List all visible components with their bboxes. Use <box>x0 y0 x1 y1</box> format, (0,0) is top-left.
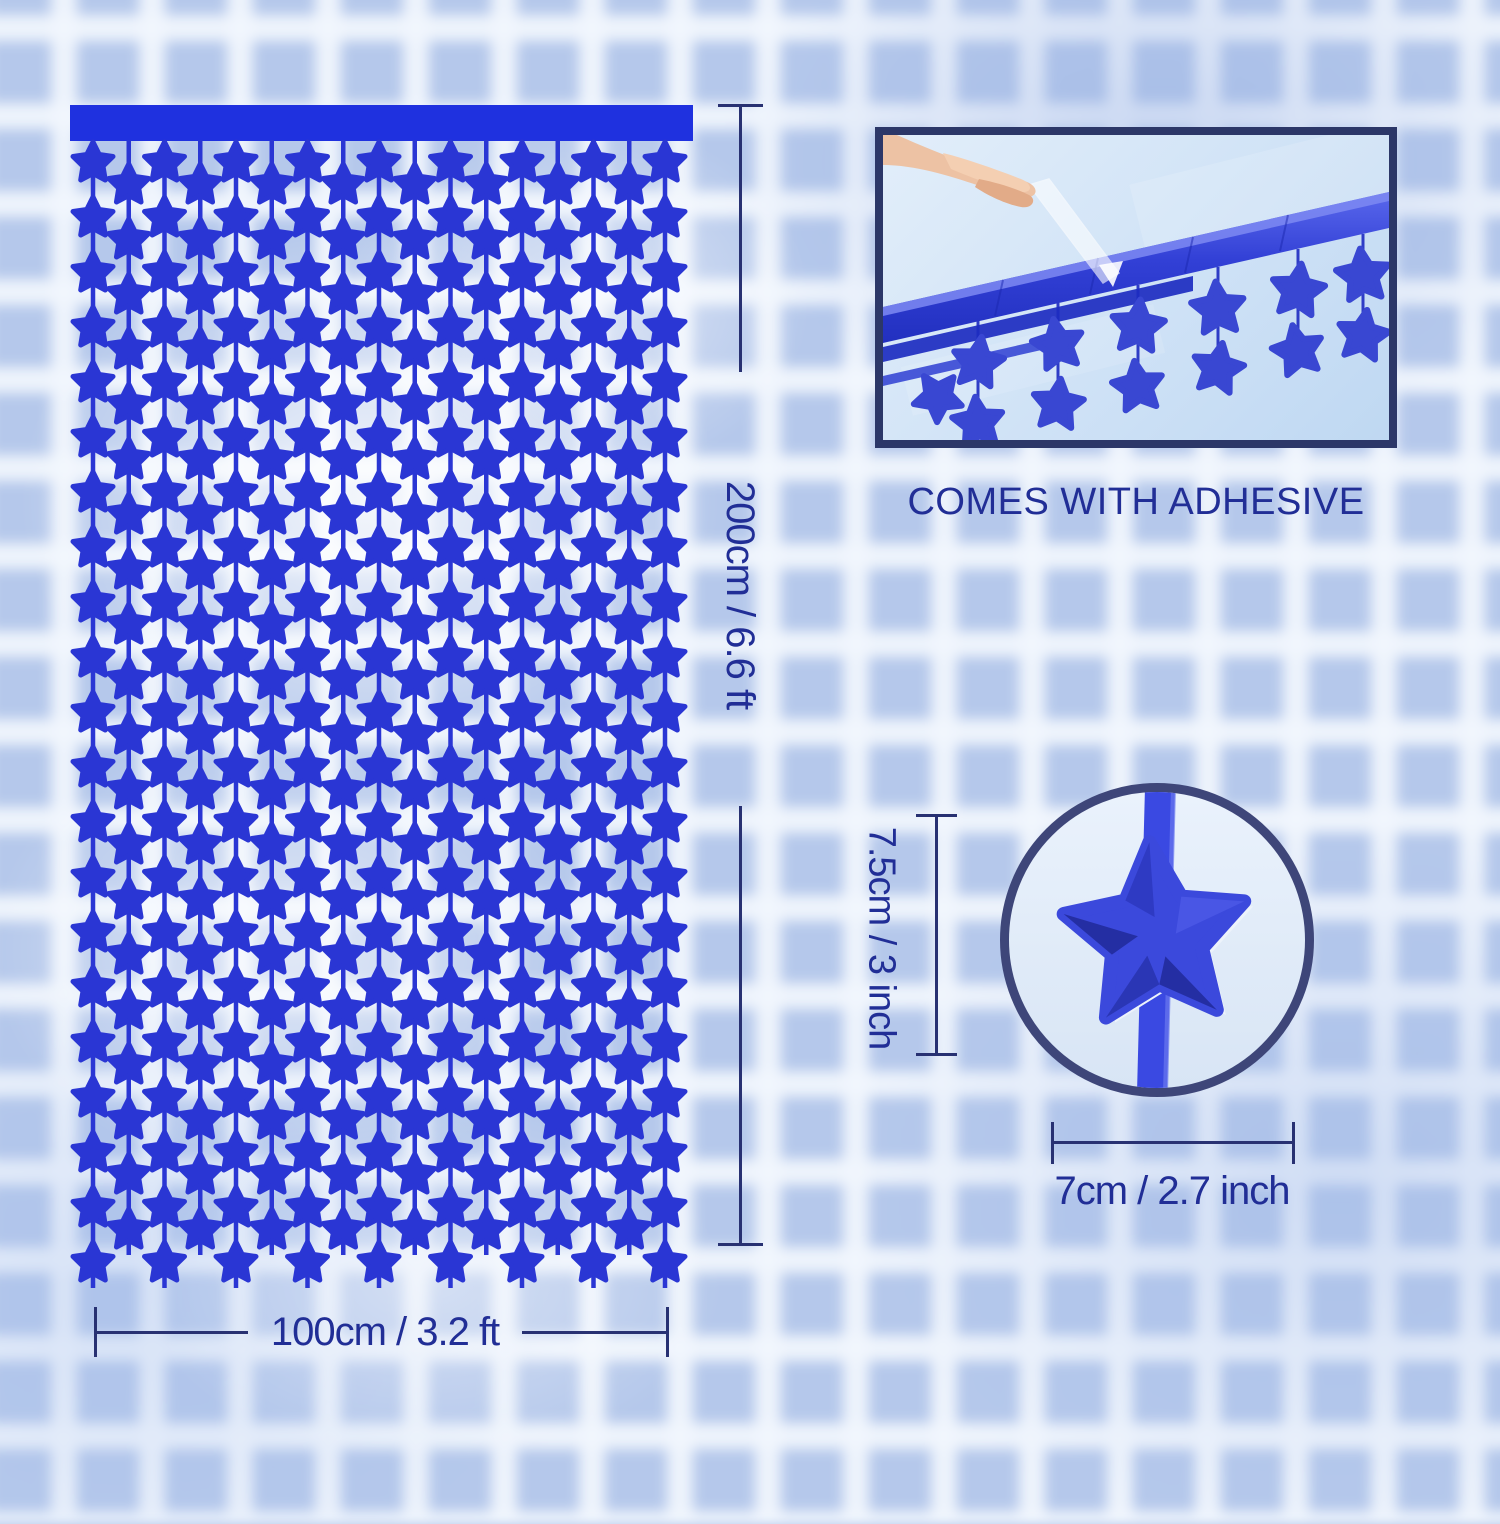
sky-streak <box>1129 135 1389 253</box>
height-dim-cap-bottom <box>718 1243 763 1246</box>
width-dim-cap-right <box>666 1307 669 1357</box>
height-dim-cap-top <box>718 104 763 107</box>
star-height-line <box>935 816 938 1054</box>
height-dim-line-upper <box>739 106 742 372</box>
star-width-line <box>1053 1141 1293 1144</box>
star-width-label: 7cm / 2.7 inch <box>1054 1169 1290 1213</box>
star-width-cap-right <box>1292 1122 1295 1164</box>
foil-strip <box>883 276 1193 362</box>
star-height-cap-bottom <box>916 1053 957 1056</box>
height-dim-line-lower <box>739 806 742 1244</box>
star-width-cap-left <box>1051 1122 1054 1164</box>
closeup-star-icon <box>1056 835 1252 1025</box>
star-closeup-scene <box>1056 792 1254 1088</box>
curtain-top-bar <box>70 105 693 141</box>
width-dim-line-right <box>522 1331 667 1334</box>
star-closeup-circle <box>1000 783 1314 1097</box>
sky-streak <box>900 304 1166 416</box>
adhesive-photo <box>875 127 1397 448</box>
width-dim-cap-left <box>94 1307 97 1357</box>
hand-icon <box>883 135 1036 208</box>
star-curtain-diagram <box>70 105 693 1288</box>
adhesive-photo-scene <box>883 135 1389 440</box>
adhesive-caption: COMES WITH ADHESIVE <box>907 481 1365 523</box>
adhesive-strip-fold <box>1099 261 1123 287</box>
curtain-height-label: 200cm / 6.6 ft <box>718 480 762 710</box>
star-height-cap-top <box>916 814 957 817</box>
foil-bar-highlight <box>883 192 1389 316</box>
curtain-strands <box>70 105 693 1288</box>
star-height-label: 7.5cm / 3 inch <box>860 826 902 1050</box>
width-dim-line-left <box>96 1331 248 1334</box>
curtain-width-label: 100cm / 3.2 ft <box>270 1310 500 1354</box>
adhesive-strip <box>1027 178 1121 284</box>
